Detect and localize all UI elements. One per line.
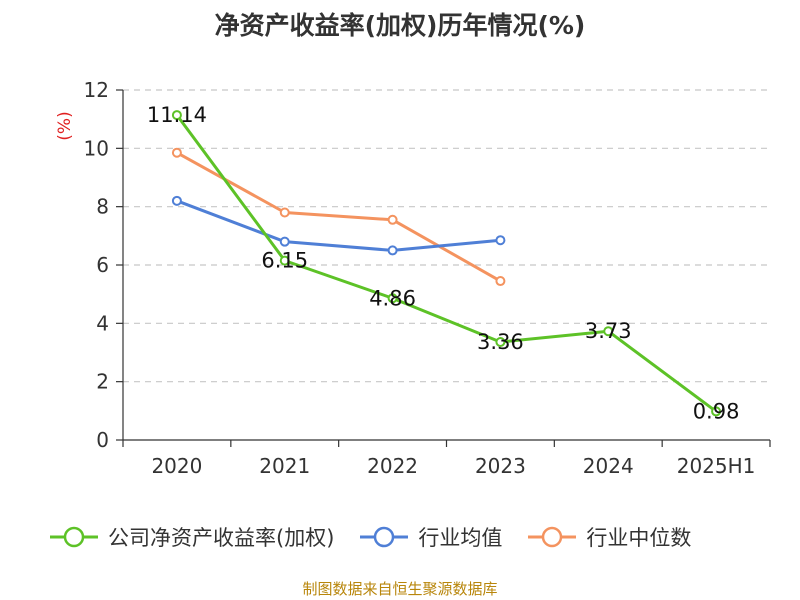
data-label: 3.36 [477,330,524,354]
data-point [279,236,290,247]
chart-title: 净资产收益率(加权)历年情况(%) [214,11,586,40]
x-tick-label: 2020 [151,454,202,478]
legend-item[interactable]: 行业中位数 [528,522,691,552]
data-point [387,293,398,304]
data-point [495,337,506,347]
axes: 0 2 4 6 8 10 12 2020 2021 2022 2023 2024 2025H1 (%) [55,78,771,478]
series-line [176,151,502,283]
y-tick-label: 12 [84,78,109,102]
series-line [176,199,501,252]
x-tick-label: 2021 [259,454,310,478]
x-tick-label: 2022 [367,454,418,478]
x-tick-label: 2024 [583,454,634,478]
source-note: 制图数据来自恒生聚源数据库 [302,580,498,598]
data-point [495,276,506,287]
data-point [495,235,506,246]
grid-lines [123,89,770,383]
legend-label: 公司净资产收益率(加权) [108,526,335,550]
legend-label: 行业均值 [418,526,503,550]
y-tick-label: 0 [96,428,109,452]
y-tick-label: 8 [96,195,109,219]
series-lines [171,110,722,417]
data-point [171,195,182,206]
y-tick-label: 6 [96,253,109,277]
legend-marker-icon [528,526,577,548]
legend-marker-icon [50,526,98,548]
data-point [171,147,182,158]
series-line [175,114,717,413]
y-tick-label: 2 [96,370,109,394]
data-label: 11.14 [147,103,207,127]
data-label: 0.98 [693,399,740,423]
legend-marker-icon [360,526,409,548]
data-label: 3.73 [585,319,632,343]
data-labels: 11.14 6.15 4.86 3.36 3.73 0.98 [147,103,740,423]
legend-item[interactable]: 公司净资产收益率(加权) [50,522,334,552]
y-axis-label: (%) [55,111,75,140]
data-point [279,255,290,266]
data-point [387,214,398,225]
data-point [387,245,398,256]
data-point [711,406,722,417]
data-point [279,207,290,218]
data-point [171,110,182,121]
legend-item[interactable]: 行业均值 [360,522,502,552]
x-tick-label: 2023 [475,454,526,478]
y-tick-label: 4 [96,311,109,335]
y-tick-label: 10 [84,136,109,160]
data-point [603,326,614,337]
data-label: 6.15 [261,249,308,273]
legend-label: 行业中位数 [586,526,692,550]
legend: 公司净资产收益率(加权) 行业均值 行业中位数 [50,520,770,554]
data-label: 4.86 [369,286,416,310]
x-tick-label: 2025H1 [677,454,756,478]
